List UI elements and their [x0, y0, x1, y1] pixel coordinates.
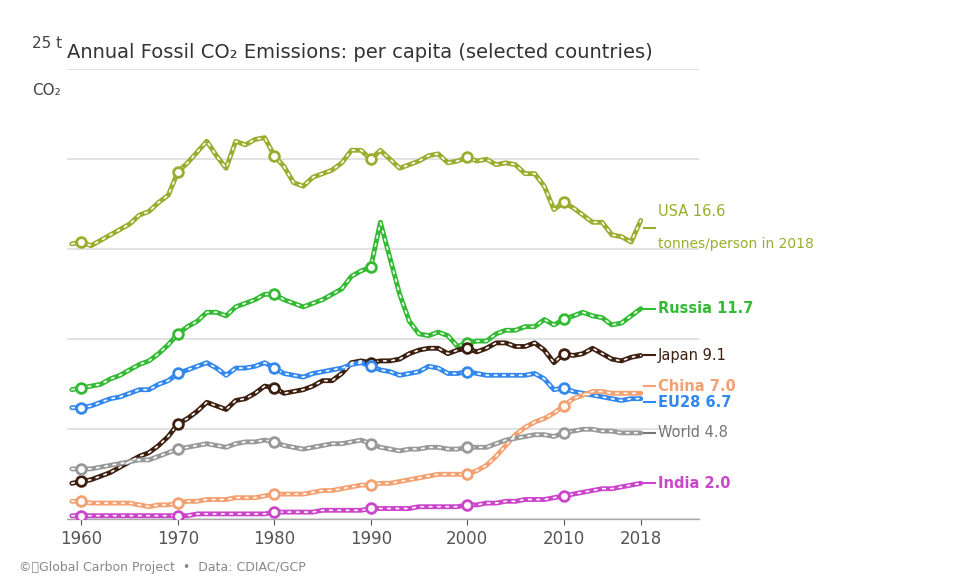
Text: EU28 6.7: EU28 6.7 [658, 395, 731, 410]
Text: Annual Fossil CO₂ Emissions: per capita (selected countries): Annual Fossil CO₂ Emissions: per capita … [67, 43, 653, 62]
Text: India 2.0: India 2.0 [658, 476, 730, 491]
Text: tonnes/person in 2018: tonnes/person in 2018 [658, 237, 814, 250]
Text: ©ⓘGlobal Carbon Project  •  Data: CDIAC/GCP: ©ⓘGlobal Carbon Project • Data: CDIAC/GC… [19, 561, 306, 574]
Text: World 4.8: World 4.8 [658, 425, 728, 440]
Text: 25 t: 25 t [33, 36, 62, 51]
Text: China 7.0: China 7.0 [658, 379, 736, 394]
Text: Russia 11.7: Russia 11.7 [658, 301, 753, 316]
Text: Japan 9.1: Japan 9.1 [658, 348, 727, 363]
Text: USA 16.6: USA 16.6 [658, 204, 725, 219]
Text: CO₂: CO₂ [33, 83, 61, 98]
